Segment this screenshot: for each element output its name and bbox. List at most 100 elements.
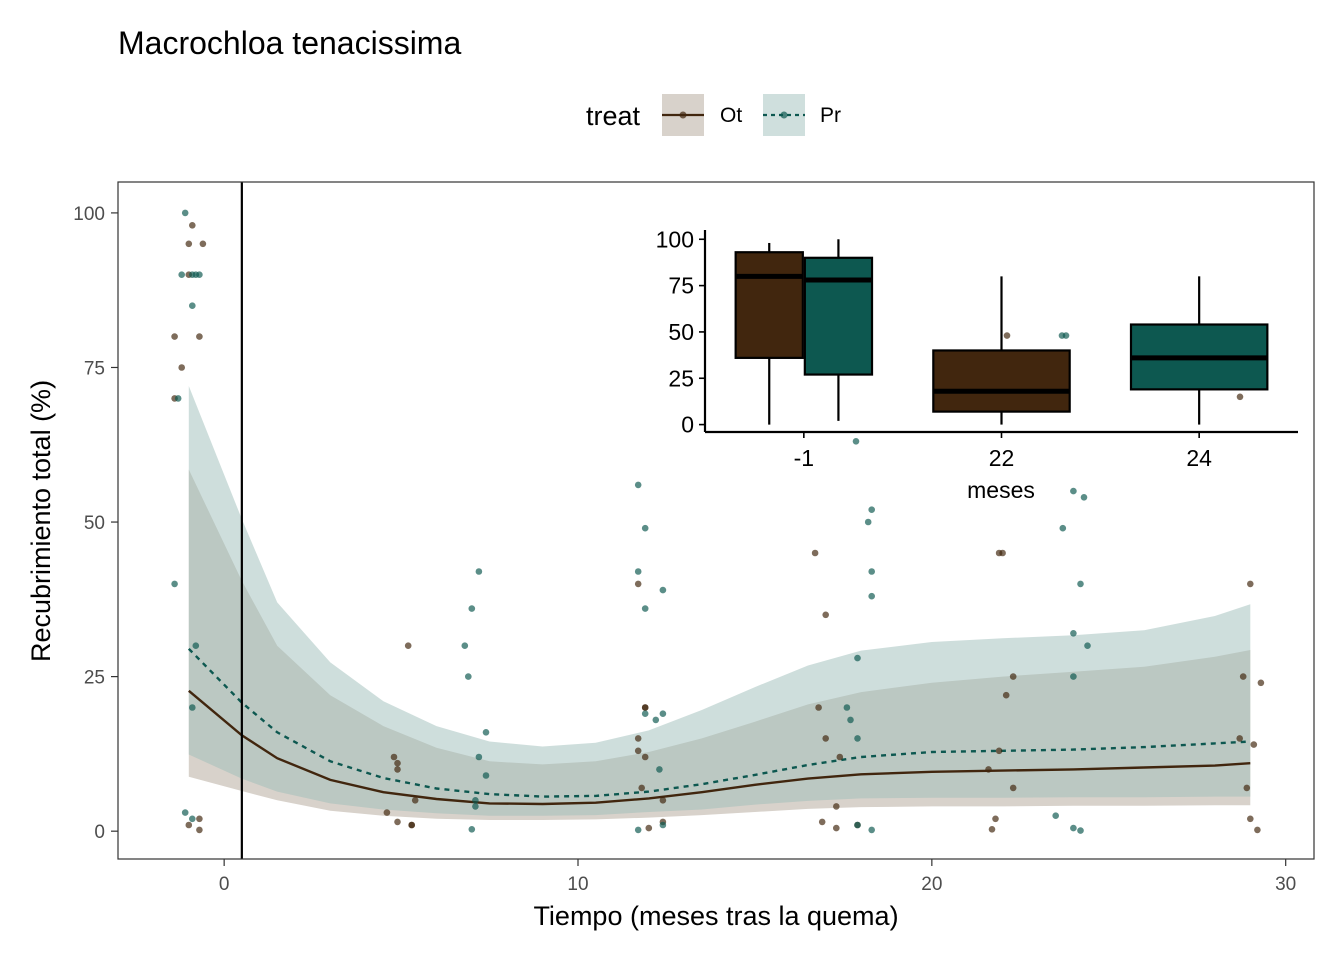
inset-point [1236,393,1244,401]
point-ot [394,759,401,767]
point-pr [472,797,479,804]
y-tick-label: 100 [73,204,105,225]
point-ot [178,364,185,371]
point-ot [1247,580,1254,588]
point-pr [171,580,178,588]
point-ot [638,784,645,792]
box-body [932,349,1071,413]
chart-title: Macrochloa tenacissima [118,25,461,61]
point-ot [992,815,999,823]
point-pr [854,735,861,742]
point-ot [988,826,996,833]
x-tick-label: 0 [219,874,230,895]
point-pr [468,605,476,612]
point-pr [174,395,182,402]
point-ot [815,704,822,711]
inset-y-tick-label: 75 [668,273,694,299]
point-ot [1257,679,1265,687]
point-pr [1052,812,1059,819]
inset-boxplot: 0 25 50 75 100 -1 22 24 meses [656,226,1298,503]
point-pr [1070,824,1077,832]
y-tick-label: 0 [94,822,105,843]
point-ot [822,611,829,619]
point-pr [659,586,667,594]
point-pr [634,568,642,575]
inset-boxes [734,239,1269,445]
ribbons [188,386,1251,820]
inset-axes: 0 25 50 75 100 -1 22 24 [656,226,1298,471]
x-axis: 0 10 20 30 [219,859,1296,895]
point-pr [868,826,875,834]
legend-title: treat [586,101,641,131]
point-pr [1080,494,1088,501]
y-tick-label: 75 [84,358,105,379]
inset-y-tick-label: 50 [668,319,694,345]
point-ot [390,753,398,761]
point-ot [1243,784,1251,792]
fit-line-ot [188,689,1251,806]
point-pr [482,729,490,736]
point-ot [985,766,992,773]
point-ot [811,549,819,557]
legend: treat Ot Pr [586,94,841,136]
x-axis-label: Tiempo (meses tras la quema) [533,901,898,931]
point-ot [383,809,391,816]
point-pr [189,704,196,711]
legend-label-ot: Ot [720,104,742,127]
inset-point [1062,332,1070,339]
point-ot [833,803,840,810]
point-ot [634,747,642,755]
inset-y-tick-label: 100 [656,226,694,252]
box-22-ot [932,276,1071,425]
point-pr [475,568,483,575]
point-pr [868,592,875,600]
point-ot [1009,673,1017,680]
y-axis-label: Recubrimiento total (%) [26,380,56,662]
point-pr [1070,673,1077,680]
point-pr [1070,487,1077,495]
point-ot [818,818,826,826]
point-pr [864,518,872,526]
point-pr [1070,630,1077,637]
point-pr [465,673,472,680]
box-m1-pr [803,239,874,421]
point-ot [185,821,193,829]
point-ot [1254,826,1261,834]
point-ot [196,815,203,823]
point-ot [189,222,196,229]
point-ot [634,580,642,588]
point-ot [196,333,203,340]
x-tick-label: 30 [1275,874,1296,895]
point-pr [656,766,663,773]
point-pr [641,710,649,717]
inset-y-tick-label: 25 [668,365,694,391]
point-pr [189,302,196,310]
point-ot [836,753,844,761]
point-pr [843,704,851,711]
point-pr [181,809,189,816]
point-pr [854,821,861,829]
inset-x-axis-label: meses [967,477,1035,503]
point-pr [1077,827,1084,834]
data-points [171,209,1265,834]
fit-line-pr [187,647,1251,798]
point-pr [461,642,469,649]
box-24-pr [1129,276,1269,425]
y-tick-label: 50 [84,513,105,534]
point-ot [999,549,1006,557]
point-ot [196,826,203,834]
inset-y-tick-label: 0 [681,412,694,438]
point-pr [641,605,649,612]
main-plot-panel: 0 10 20 30 0 25 50 75 100 [73,181,1315,895]
point-pr [659,821,667,829]
box-body [803,256,874,376]
point-ot [995,747,1003,755]
point-ot [404,642,412,649]
legend-item-pr: Pr [763,94,841,136]
point-ot [1002,691,1010,699]
point-ot [645,824,653,832]
point-pr [181,209,189,217]
point-pr [1084,642,1091,649]
